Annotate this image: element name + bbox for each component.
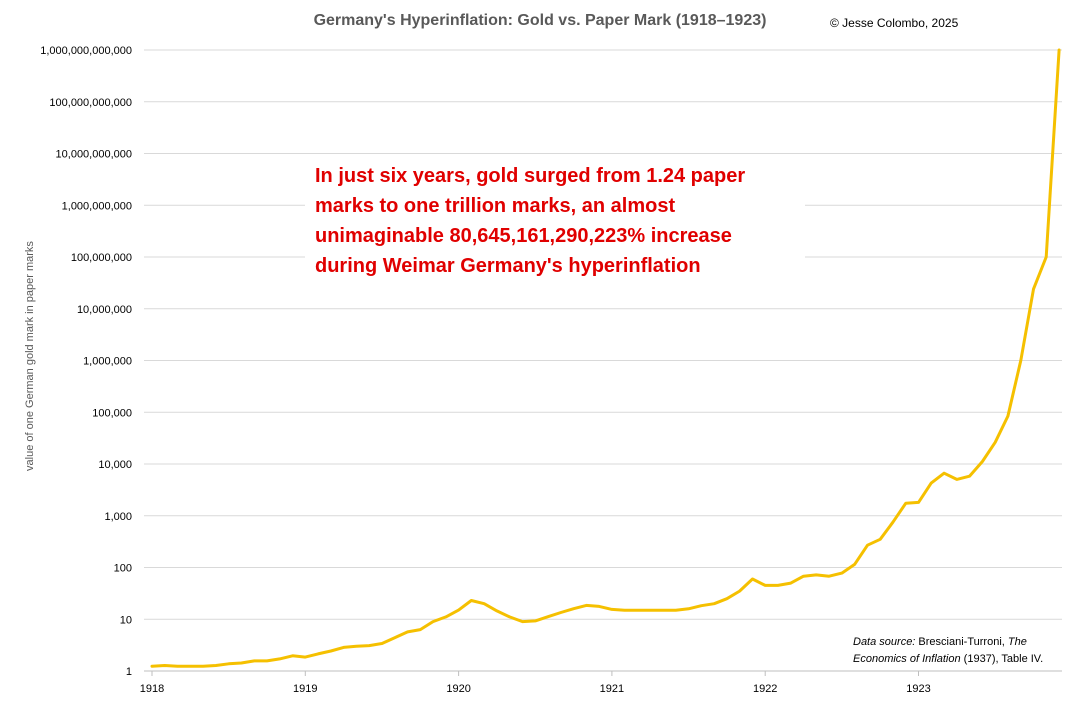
y-tick-label: 10: [120, 614, 132, 626]
series-line-gold-mark: [150, 48, 1061, 668]
y-tick-label: 1,000,000,000,000: [40, 45, 132, 57]
x-tick-label: 1921: [600, 683, 624, 695]
copyright-notice: © Jesse Colombo, 2025: [830, 16, 959, 30]
y-tick-label: 1: [126, 666, 132, 678]
x-tick-label: 1919: [293, 683, 317, 695]
y-axis-ticks: 1 10 100 1,000 10,000 100,000 1,000,000 10,000,…: [40, 45, 132, 678]
y-tick-label: 10,000: [98, 459, 132, 471]
x-tick-label: 1920: [446, 683, 470, 695]
source-author: Bresciani-Turroni,: [915, 636, 1008, 648]
y-tick-label: 100: [114, 563, 132, 575]
y-axis-label: value of one German gold mark in paper m…: [24, 241, 36, 471]
x-tick-label: 1918: [140, 683, 164, 695]
x-axis-ticks: 1918 1919 1920 1921 1922 1923: [140, 671, 931, 695]
x-tick-label: 1922: [753, 683, 777, 695]
annotation-box: In just six years, gold surged from 1.24…: [305, 157, 805, 285]
y-tick-label: 10,000,000: [77, 304, 132, 316]
source-book-title-a: The: [1007, 636, 1027, 648]
annotation-line: marks to one trillion marks, an almost: [315, 195, 676, 217]
annotation-line: In just six years, gold surged from 1.24…: [315, 165, 746, 187]
source-detail: (1937), Table IV.: [960, 653, 1044, 665]
y-tick-label: 100,000: [92, 407, 132, 419]
y-tick-label: 100,000,000: [71, 252, 132, 264]
series-layer: [150, 48, 1061, 668]
source-prefix: Data source:: [853, 636, 916, 648]
chart-title: Germany's Hyperinflation: Gold vs. Paper…: [313, 12, 767, 29]
annotation-line: unimaginable 80,645,161,290,223% increas…: [315, 225, 732, 247]
y-tick-label: 1,000,000,000: [62, 200, 132, 212]
y-tick-label: 10,000,000,000: [56, 149, 132, 161]
y-tick-label: 100,000,000,000: [49, 97, 132, 109]
source-book-title-b: Economics of Inflation: [853, 653, 961, 665]
annotation-line: during Weimar Germany's hyperinflation: [315, 255, 701, 277]
data-source-note: Data source: Bresciani-Turroni, The Econ…: [853, 634, 1043, 668]
y-tick-label: 1,000: [104, 511, 132, 523]
x-tick-label: 1923: [906, 683, 930, 695]
y-tick-label: 1,000,000: [83, 356, 132, 368]
gridlines: [144, 49, 1062, 672]
